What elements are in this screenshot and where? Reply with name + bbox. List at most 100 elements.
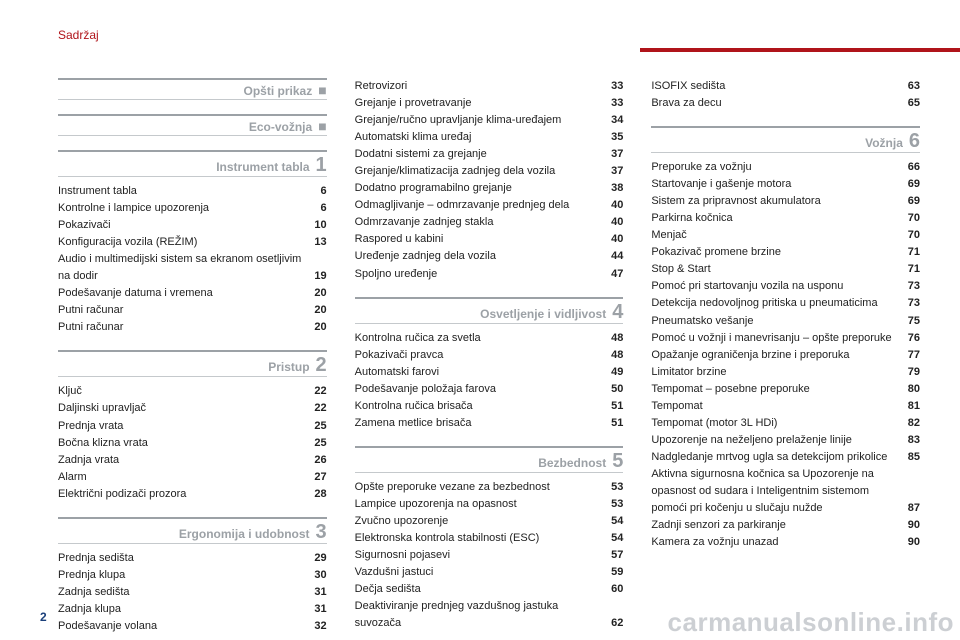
toc-item-page: 80 — [908, 381, 920, 398]
toc-item-label: Instrument tabla — [58, 183, 311, 200]
toc-item-page: 70 — [908, 227, 920, 244]
toc-item: Ključ22 — [58, 383, 327, 400]
toc-item: Startovanje i gašenje motora69 — [651, 176, 920, 193]
toc-item: Zamena metlice brisača 51 — [355, 415, 624, 432]
toc-item-label: Dodatno programabilno grejanje — [355, 180, 601, 197]
toc-item-page: 44 — [611, 248, 623, 265]
toc-item-page: 69 — [908, 193, 920, 210]
toc-item-label: Zadnji senzori za parkiranje — [651, 517, 897, 534]
section-title: Instrument tabla — [216, 160, 309, 174]
toc-item-label: Retrovizori — [355, 78, 601, 95]
section-number: 5 — [612, 451, 623, 471]
toc-item: Pokazivač promene brzine71 — [651, 244, 920, 261]
toc-item-page: 53 — [611, 496, 623, 513]
toc-item: Menjač 70 — [651, 227, 920, 244]
toc-item-page: 25 — [314, 418, 326, 435]
toc-item: Vazdušni jastuci59 — [355, 564, 624, 581]
toc-item-page: 76 — [908, 330, 920, 347]
toc-item-page: 27 — [314, 469, 326, 486]
toc-item: Stop & Start71 — [651, 261, 920, 278]
toc-item-label: Bočna klizna vrata — [58, 435, 304, 452]
toc-item-page: 49 — [611, 364, 623, 381]
section-header: Pristup2 — [58, 350, 327, 377]
toc-item-page: 22 — [314, 400, 326, 417]
toc-item-page: 54 — [611, 513, 623, 530]
section-title: Osvetljenje i vidljivost — [480, 307, 606, 321]
page-number: 2 — [40, 610, 47, 624]
toc-item: Prednja sedišta29 — [58, 550, 327, 567]
toc-item: Pneumatsko vešanje75 — [651, 313, 920, 330]
toc-item-label: Spoljno uređenje — [355, 266, 601, 283]
toc-columns: Opšti prikaz■Eco-vožnja■Instrument tabla… — [58, 78, 920, 635]
toc-item: Deaktiviranje prednjeg vazdušnog jastuka… — [355, 598, 624, 632]
toc-item-page: 81 — [908, 398, 920, 415]
section-title: Ergonomija i udobnost — [179, 527, 310, 541]
toc-item-page: 48 — [611, 347, 623, 364]
section-number: 3 — [316, 522, 327, 542]
toc-item-page: 83 — [908, 432, 920, 449]
section-number: 6 — [909, 131, 920, 151]
toc-item-page: 47 — [611, 266, 623, 283]
toc-item: Lampice upozorenja na opasnost53 — [355, 496, 624, 513]
toc-item-label: Prednja sedišta — [58, 550, 304, 567]
toc-item-page: 31 — [314, 601, 326, 618]
toc-item-page: 57 — [611, 547, 623, 564]
toc-item: Zadnja klupa31 — [58, 601, 327, 618]
toc-item-page: 35 — [611, 129, 623, 146]
toc-item: Automatski farovi49 — [355, 364, 624, 381]
toc-item-label: Podešavanje datuma i vremena — [58, 285, 304, 302]
toc-item-label: Konfiguracija vozila (REŽIM) — [58, 234, 304, 251]
toc-item: Odmrzavanje zadnjeg stakla40 — [355, 214, 624, 231]
toc-item-label: Raspored u kabini — [355, 231, 601, 248]
toc-item-label: Aktivna sigurnosna kočnica sa Upozorenje… — [651, 466, 897, 517]
toc-item-label: Kontrolna ručica brisača — [355, 398, 601, 415]
toc-item: Grejanje/ručno upravljanje klima-uređaje… — [355, 112, 624, 129]
toc-item-page: 73 — [908, 278, 920, 295]
toc-item: Aktivna sigurnosna kočnica sa Upozorenje… — [651, 466, 920, 517]
section-header: Bezbednost5 — [355, 446, 624, 473]
toc-item-page: 19 — [314, 268, 326, 285]
section-header: Vožnja6 — [651, 126, 920, 153]
toc-item: Automatski klima uređaj 35 — [355, 129, 624, 146]
toc-item-label: Brava za decu — [651, 95, 897, 112]
toc-item-page: 48 — [611, 330, 623, 347]
toc-item-label: Limitator brzine — [651, 364, 897, 381]
toc-item-page: 53 — [611, 479, 623, 496]
toc-item-label: Menjač — [651, 227, 897, 244]
toc-item-page: 31 — [314, 584, 326, 601]
toc-item: Grejanje/klimatizacija zadnjeg dela vozi… — [355, 163, 624, 180]
toc-item-label: Sistem za pripravnost akumulatora — [651, 193, 897, 210]
toc-item-label: Kontrolne i lampice upozorenja — [58, 200, 311, 217]
toc-item: Podešavanje položaja farova 50 — [355, 381, 624, 398]
toc-item-label: Parkirna kočnica — [651, 210, 897, 227]
toc-item-label: Kontrolna ručica za svetla — [355, 330, 601, 347]
toc-item-page: 77 — [908, 347, 920, 364]
section-number: 4 — [612, 302, 623, 322]
toc-item-label: Podešavanje položaja farova — [355, 381, 601, 398]
toc-item-page: 50 — [611, 381, 623, 398]
toc-item: Alarm27 — [58, 469, 327, 486]
toc-item-label: Automatski klima uređaj — [355, 129, 601, 146]
toc-item-page: 73 — [908, 295, 920, 312]
toc-item: Sistem za pripravnost akumulatora 69 — [651, 193, 920, 210]
toc-item: Sigurnosni pojasevi57 — [355, 547, 624, 564]
toc-item: Podešavanje volana32 — [58, 618, 327, 635]
toc-item-page: 51 — [611, 415, 623, 432]
section-dot-icon: ■ — [318, 83, 326, 97]
toc-item: Kontrolna ručica brisača51 — [355, 398, 624, 415]
toc-item-page: 33 — [611, 95, 623, 112]
toc-item-label: Elektronska kontrola stabilnosti (ESC) — [355, 530, 601, 547]
toc-item: Bočna klizna vrata25 — [58, 435, 327, 452]
toc-item-label: Uređenje zadnjeg dela vozila — [355, 248, 601, 265]
toc-item-label: Nadgledanje mrtvog ugla sa detekcijom pr… — [651, 449, 897, 466]
toc-item: Dečja sedišta60 — [355, 581, 624, 598]
page-title: Sadržaj — [58, 28, 920, 42]
section-header: Eco-vožnja■ — [58, 114, 327, 136]
toc-item-page: 6 — [321, 183, 327, 200]
toc-item-page: 85 — [908, 449, 920, 466]
toc-item-label: Upozorenje na neželjeno prelaženje linij… — [651, 432, 897, 449]
toc-item-label: Zamena metlice brisača — [355, 415, 601, 432]
toc-item-label: Podešavanje volana — [58, 618, 304, 635]
toc-item-label: Pomoć u vožnji i manevrisanju – opšte pr… — [651, 330, 897, 347]
toc-item-page: 87 — [908, 500, 920, 517]
